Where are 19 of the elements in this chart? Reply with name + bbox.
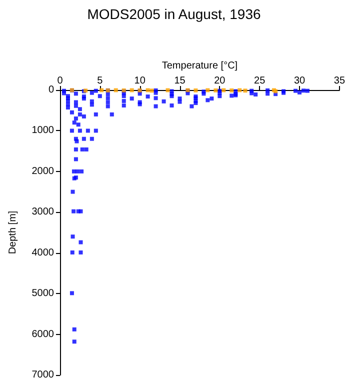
x-tick-label: 30 xyxy=(294,76,306,86)
x-tick-label: 20 xyxy=(214,76,226,86)
y-axis-title: Depth [m] xyxy=(8,210,18,254)
y-tick-label: 4000 xyxy=(32,247,54,258)
y-tick-label: 6000 xyxy=(32,328,54,340)
y-tick-label: 0 xyxy=(48,84,54,96)
chart-title: MODS2005 in August, 1936 xyxy=(87,6,261,22)
x-axis-title: Temperature [°C] xyxy=(162,60,238,72)
y-tick-label: 5000 xyxy=(32,288,54,300)
x-tick-label: 10 xyxy=(134,76,146,86)
x-tick-label: 25 xyxy=(254,76,266,86)
x-tick-label: 0 xyxy=(57,76,64,86)
x-tick-label: 5 xyxy=(97,76,104,86)
y-tick-label: 3000 xyxy=(32,206,54,218)
y-tick-label: 7000 xyxy=(32,370,54,380)
y-tick-label: 1000 xyxy=(32,125,54,136)
x-tick-label: 15 xyxy=(174,76,186,86)
x-tick-label: 35 xyxy=(334,76,346,86)
y-tick-label: 2000 xyxy=(32,166,54,177)
